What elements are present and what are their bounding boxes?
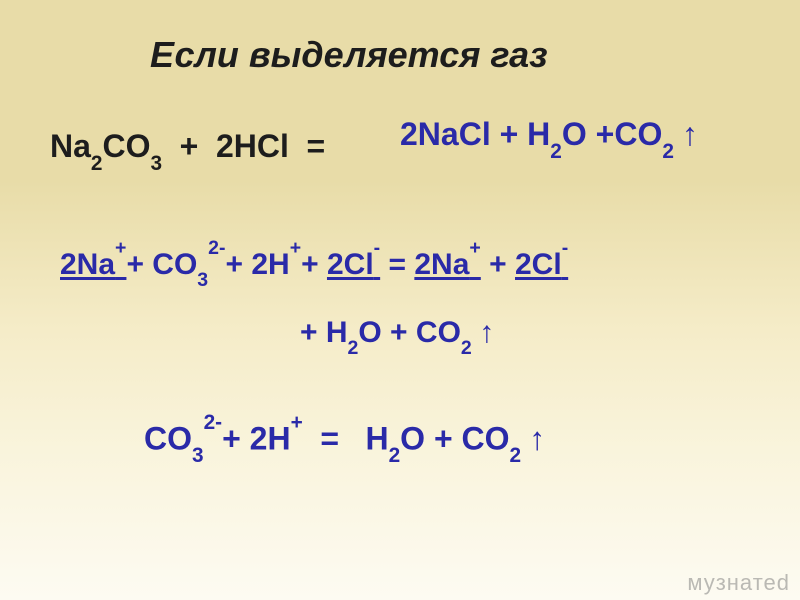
slide-title: Если выделяется газ xyxy=(150,34,548,76)
full-ionic-equation-line1: 2Na++ CO32-+ 2H++ 2Cl- = 2Na+ + 2Cl- xyxy=(60,246,568,287)
watermark: музнатеd xyxy=(687,570,790,596)
molecular-equation-rhs: 2NaCl + H2O +CO2↑ xyxy=(400,116,698,158)
full-ionic-equation-line2: + H2O + CO2↑ xyxy=(300,316,494,355)
molecular-equation-lhs: Na2CO3+2HCl= xyxy=(50,128,325,170)
net-ionic-equation: CO32-+ 2H+= H2O + CO2↑ xyxy=(144,420,545,463)
